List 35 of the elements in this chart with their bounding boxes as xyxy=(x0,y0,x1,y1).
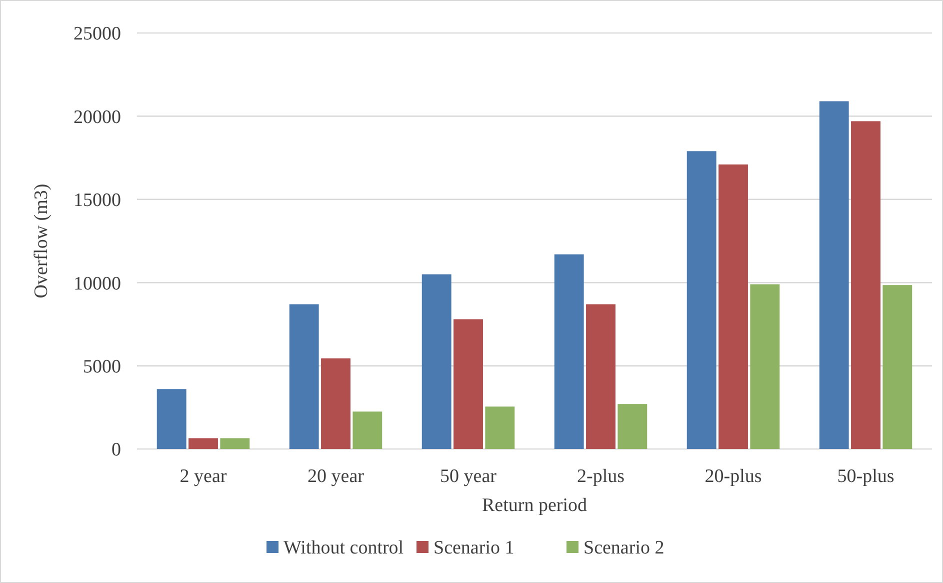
bar xyxy=(454,319,483,449)
x-tick-label: 20 year xyxy=(308,466,365,487)
y-tick-label: 5000 xyxy=(83,356,121,378)
bar xyxy=(750,284,780,449)
x-axis-title: Return period xyxy=(482,495,588,516)
bar xyxy=(156,389,186,449)
y-axis-title: Overflow (m3) xyxy=(31,184,52,298)
y-tick-label: 20000 xyxy=(74,106,121,128)
bar xyxy=(686,151,716,449)
y-tick-label: 0 xyxy=(112,440,121,461)
bar xyxy=(188,438,218,449)
bar xyxy=(882,285,912,449)
bar xyxy=(422,274,452,449)
legend-label: Scenario 2 xyxy=(584,538,664,559)
bar xyxy=(718,164,748,449)
bar xyxy=(554,254,584,449)
bar xyxy=(851,121,880,449)
legend-label: Scenario 1 xyxy=(434,538,514,559)
x-tick-label: 50 year xyxy=(440,466,498,487)
bar xyxy=(321,358,350,449)
bar xyxy=(485,406,515,449)
x-tick-label: 2 year xyxy=(180,466,228,487)
bar xyxy=(289,304,319,449)
x-tick-label: 2-plus xyxy=(577,466,624,487)
bar xyxy=(220,438,250,449)
x-tick-label: 20-plus xyxy=(704,466,762,487)
bar xyxy=(819,101,849,449)
bar xyxy=(618,404,648,449)
y-tick-label: 10000 xyxy=(74,273,121,294)
y-tick-label: 15000 xyxy=(74,190,121,212)
x-tick-label: 50-plus xyxy=(837,466,894,487)
bar xyxy=(586,304,616,449)
y-tick-label: 25000 xyxy=(74,24,121,45)
bar xyxy=(352,412,382,449)
legend-label: Without control xyxy=(284,538,404,559)
